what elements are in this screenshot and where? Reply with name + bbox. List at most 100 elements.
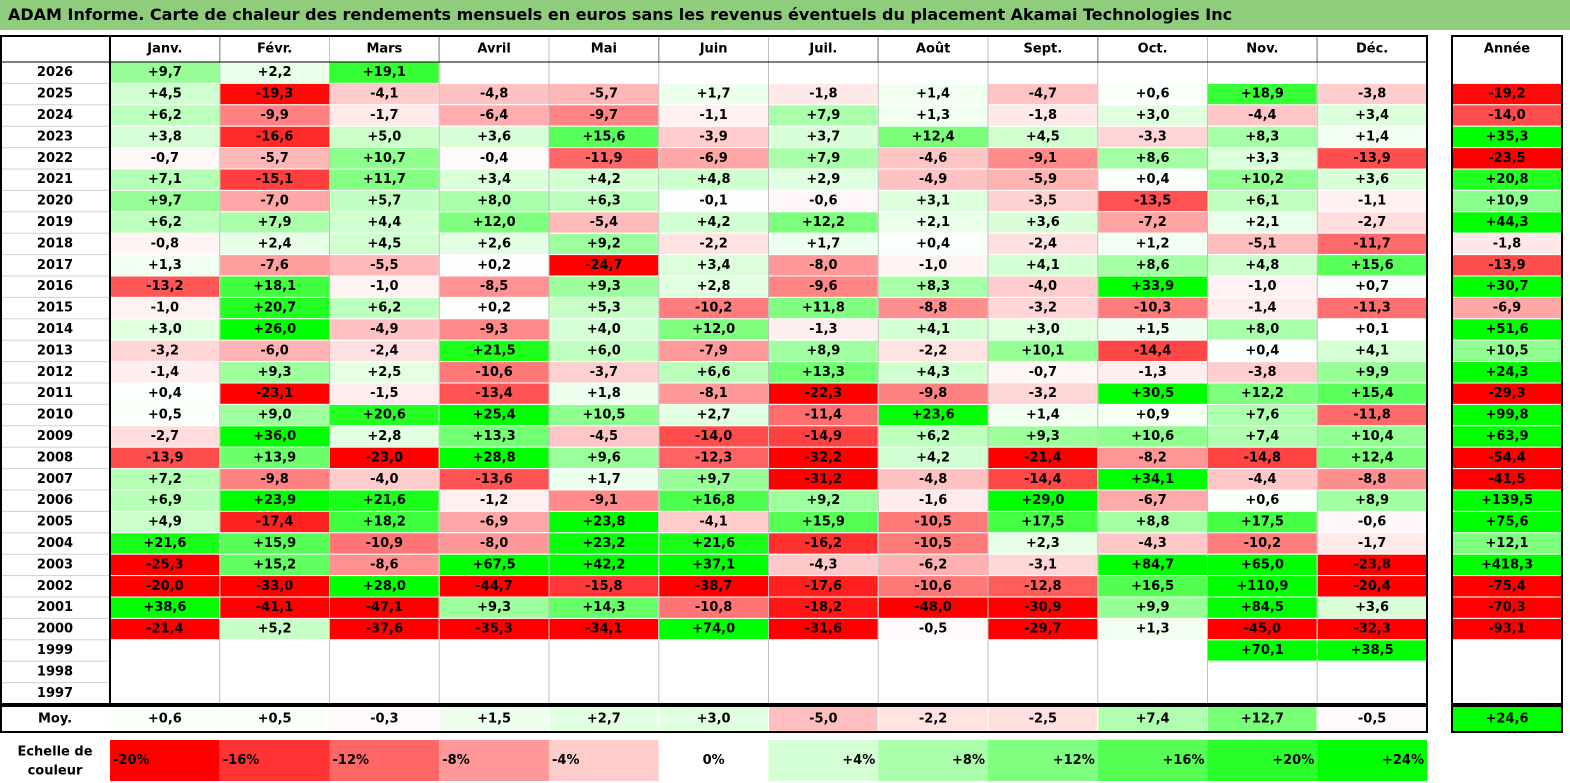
- cell-value: +12,4: [912, 129, 955, 144]
- heatmap-cell: [877, 682, 989, 705]
- cell-value: +2,6: [477, 236, 511, 251]
- scale-label: -20%: [113, 753, 150, 768]
- month-header: Sept.: [1024, 42, 1063, 57]
- year-label: 2016: [37, 279, 73, 294]
- cell-value: +28,0: [363, 579, 406, 594]
- cell-value: +11,8: [802, 301, 845, 316]
- heatmap-cell: [658, 682, 769, 705]
- cell-value: -12,8: [1024, 579, 1061, 594]
- year-total-value: +75,6: [1486, 515, 1529, 530]
- cell-value: +0,4: [1245, 343, 1279, 358]
- heatmap-cell: [768, 660, 879, 684]
- cell-value: +4,8: [697, 172, 731, 187]
- cell-value: -10,3: [1134, 301, 1171, 316]
- cell-value: -10,6: [914, 579, 951, 594]
- average-cell: [548, 705, 660, 733]
- cell-value: -4,8: [480, 87, 508, 102]
- cell-value: -45,0: [1244, 622, 1281, 637]
- year-label: 1997: [37, 686, 73, 701]
- cell-value: +21,5: [473, 343, 516, 358]
- cell-value: +0,4: [1136, 172, 1170, 187]
- cell-value: +9,2: [587, 236, 621, 251]
- year-total-value: -6,9: [1493, 301, 1521, 316]
- year-label: 1998: [37, 664, 73, 679]
- cell-value: +5,7: [367, 194, 401, 209]
- cell-value: +3,8: [148, 129, 182, 144]
- cell-value: +4,0: [587, 322, 621, 337]
- cell-value: +1,7: [587, 472, 621, 487]
- cell-value: -1,0: [370, 279, 398, 294]
- cell-value: -13,9: [1353, 151, 1390, 166]
- heatmap-cell: [1316, 660, 1428, 684]
- average-value: -0,3: [370, 712, 398, 727]
- average-value: +1,5: [477, 712, 511, 727]
- average-border: [0, 705, 1428, 733]
- cell-value: +4,2: [587, 172, 621, 187]
- year-total-value: +51,6: [1486, 322, 1529, 337]
- scale-label-line2: couleur: [28, 764, 83, 779]
- cell-value: +4,1: [1026, 258, 1060, 273]
- year-total-value: -19,2: [1488, 87, 1525, 102]
- cell-value: +8,9: [1355, 493, 1389, 508]
- average-value: +7,4: [1136, 712, 1170, 727]
- cell-value: +10,1: [1021, 343, 1064, 358]
- cell-value: +9,7: [148, 65, 182, 80]
- cell-value: -10,5: [914, 515, 951, 530]
- heatmap-cell: [987, 682, 1099, 705]
- cell-value: +9,3: [587, 279, 621, 294]
- cell-value: -4,1: [699, 515, 727, 530]
- cell-value: -17,6: [805, 579, 842, 594]
- cell-value: -16,2: [805, 536, 842, 551]
- cell-value: -19,3: [256, 87, 293, 102]
- cell-value: -21,4: [1024, 450, 1061, 465]
- cell-value: -0,7: [151, 151, 179, 166]
- cell-value: -13,6: [475, 472, 512, 487]
- year-total-header: Année: [1484, 42, 1530, 57]
- cell-value: +5,2: [258, 622, 292, 637]
- cell-value: +3,0: [1136, 108, 1170, 123]
- month-header-cell: [987, 35, 1099, 63]
- cell-value: +11,7: [363, 172, 406, 187]
- cell-value: +12,2: [1241, 386, 1284, 401]
- cell-value: +6,1: [1245, 194, 1279, 209]
- cell-value: +13,3: [802, 365, 845, 380]
- cell-value: +2,4: [258, 236, 292, 251]
- cell-value: -4,0: [1029, 279, 1057, 294]
- cell-value: +1,4: [1355, 129, 1389, 144]
- month-header: Oct.: [1138, 42, 1168, 57]
- cell-value: +5,3: [587, 301, 621, 316]
- cell-value: -29,7: [1024, 622, 1061, 637]
- year-total-value: -29,3: [1488, 386, 1525, 401]
- cell-value: +2,1: [1245, 215, 1279, 230]
- cell-value: +9,3: [258, 365, 292, 380]
- cell-value: -25,3: [146, 557, 183, 572]
- year-label: 1999: [37, 643, 73, 658]
- month-header: Juin: [699, 42, 728, 57]
- cell-value: +0,7: [1355, 279, 1389, 294]
- cell-value: +13,9: [253, 450, 296, 465]
- cell-value: -3,9: [699, 129, 727, 144]
- scale-label: -4%: [552, 753, 579, 768]
- cell-value: -6,9: [480, 515, 508, 530]
- average-cell: [329, 705, 440, 733]
- cell-value: +18,2: [363, 515, 406, 530]
- cell-value: -4,1: [370, 87, 398, 102]
- cell-value: +4,1: [1355, 343, 1389, 358]
- cell-value: +20,6: [363, 408, 406, 423]
- year-total-value: +35,3: [1486, 129, 1529, 144]
- cell-value: +14,3: [582, 600, 625, 615]
- year-total-value: -23,5: [1488, 151, 1525, 166]
- year-label: 2002: [37, 579, 73, 594]
- cell-value: -23,0: [366, 450, 403, 465]
- heatmap-cell: [658, 660, 769, 684]
- cell-value: +7,9: [806, 151, 840, 166]
- year-label: 2021: [37, 172, 73, 187]
- average-value: -0,5: [1358, 712, 1386, 727]
- year-total-value: -1,8: [1493, 236, 1521, 251]
- cell-value: +15,6: [582, 129, 625, 144]
- cell-value: -4,4: [1248, 472, 1276, 487]
- month-header: Janv.: [146, 42, 182, 57]
- cell-value: +16,8: [692, 493, 735, 508]
- cell-value: +10,5: [582, 408, 625, 423]
- cell-value: +8,0: [1245, 322, 1279, 337]
